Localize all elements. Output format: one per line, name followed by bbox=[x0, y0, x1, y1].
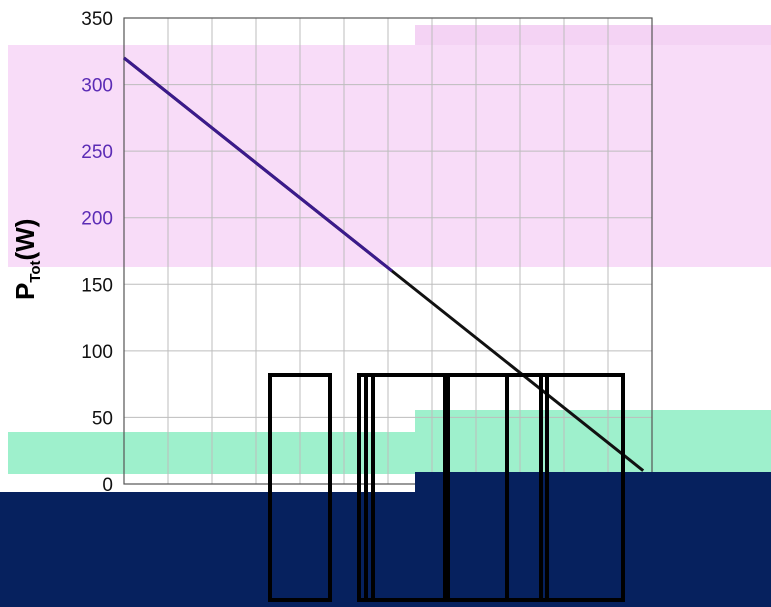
overlay-box-1 bbox=[268, 373, 332, 602]
navy-band bbox=[0, 492, 771, 607]
y-axis-label-subscript: Tot bbox=[27, 260, 44, 282]
overlay-boxes bbox=[268, 373, 625, 602]
overlay-box-3 bbox=[364, 373, 450, 602]
y-axis-label: PTot(W) bbox=[10, 219, 44, 300]
y-tick-label: 50 bbox=[92, 408, 113, 429]
y-tick-label: 350 bbox=[81, 9, 113, 30]
y-tick-label: 250 bbox=[81, 142, 113, 163]
pink-band-top bbox=[415, 25, 771, 45]
y-tick-label: 200 bbox=[81, 209, 113, 230]
y-tick-label: 300 bbox=[81, 76, 113, 97]
green-band bbox=[8, 432, 771, 474]
y-tick-label: 100 bbox=[81, 342, 113, 363]
series-line-upper bbox=[123, 56, 393, 273]
y-tick-labels: 0 50 100 150 200 250 300 350 bbox=[81, 9, 113, 496]
y-tick-label: 150 bbox=[81, 275, 113, 296]
overlay-box-6 bbox=[539, 373, 625, 602]
series-group bbox=[123, 56, 645, 472]
y-tick-label: 0 bbox=[102, 475, 113, 496]
y-axis-label-main: P bbox=[10, 283, 40, 300]
y-axis-label-unit: (W) bbox=[10, 219, 40, 261]
pink-band bbox=[8, 45, 771, 267]
plot-frame bbox=[123, 17, 653, 485]
overlay-box-5 bbox=[505, 373, 549, 602]
navy-band-right bbox=[415, 472, 771, 494]
